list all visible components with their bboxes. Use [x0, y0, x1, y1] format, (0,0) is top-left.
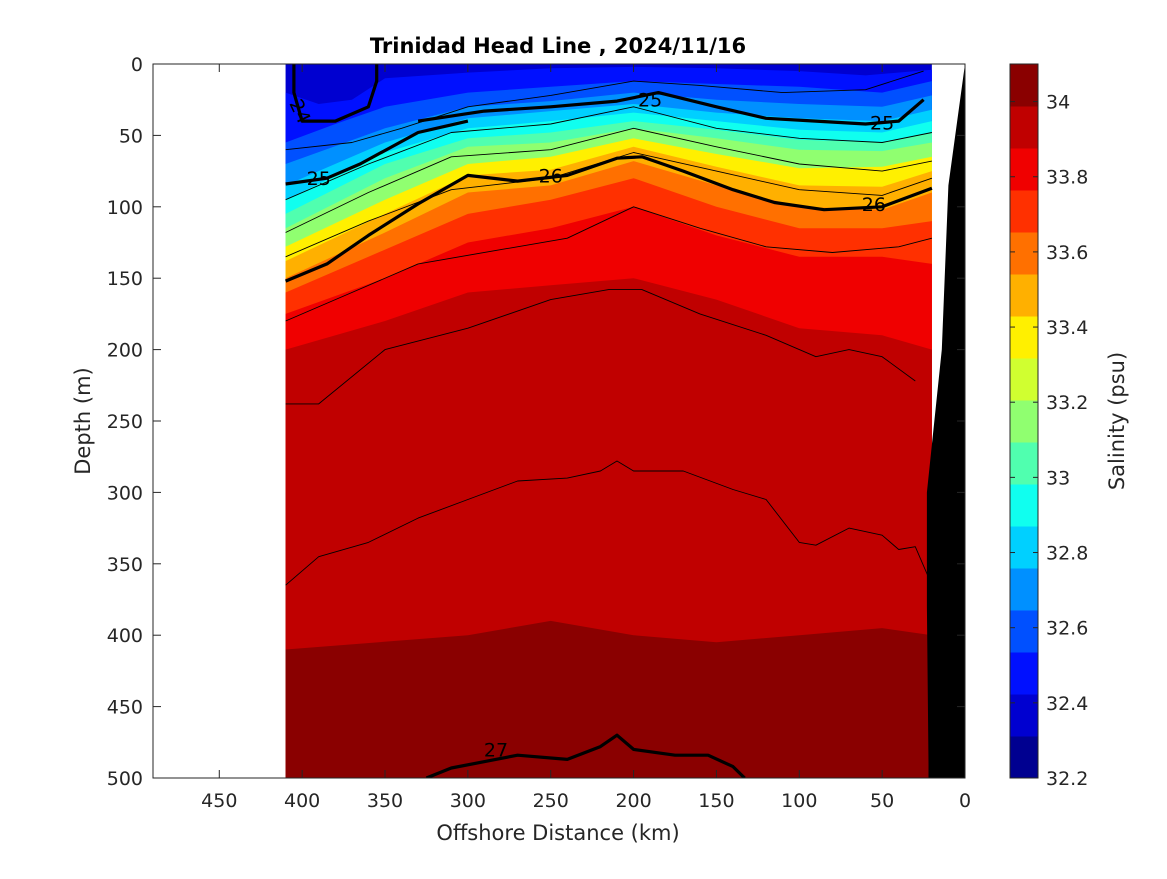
colorbar-swatch — [1010, 400, 1038, 443]
x-tick-label: 350 — [367, 790, 403, 812]
x-tick-label: 50 — [870, 790, 894, 812]
colorbar-tick-label: 34 — [1046, 92, 1070, 114]
density-contour — [285, 70, 924, 151]
density-contour-bold — [292, 64, 379, 123]
colorbar-swatch — [1010, 652, 1038, 695]
colorbar-tick-label: 33.8 — [1046, 167, 1088, 189]
density-contour — [285, 106, 932, 201]
terrain-shape — [923, 64, 965, 778]
x-tick-label: 200 — [615, 790, 651, 812]
seafloor-terrain — [923, 64, 965, 778]
colorbar-tick-label: 33.2 — [1046, 392, 1088, 414]
colorbar-tick-label: 32.8 — [1046, 543, 1088, 565]
x-tick-label: 100 — [781, 790, 817, 812]
density-contour — [285, 206, 933, 322]
x-tick-label: 250 — [533, 790, 569, 812]
colorbar-tick-label: 33.6 — [1046, 242, 1088, 264]
colorbar-swatch — [1010, 484, 1038, 527]
y-tick-label: 500 — [107, 768, 143, 790]
y-tick-label: 300 — [107, 482, 143, 504]
colorbar-swatch — [1010, 316, 1038, 359]
density-contour — [285, 289, 916, 405]
x-axis-ticks: 450 400 350 300 250 200 150 100 50 0 — [201, 64, 971, 812]
y-tick-label: 0 — [131, 54, 143, 76]
contour-label: 25 — [307, 168, 331, 190]
y-tick-label: 250 — [107, 411, 143, 433]
x-tick-label: 300 — [450, 790, 486, 812]
colorbar-swatch — [1010, 64, 1038, 107]
colorbar-tick-label: 33 — [1046, 467, 1070, 489]
x-tick-label: 150 — [698, 790, 734, 812]
colorbar-swatch — [1010, 736, 1038, 779]
colorbar-tick-label: 33.4 — [1046, 317, 1088, 339]
density-contour — [285, 152, 933, 258]
density-contours — [284, 64, 933, 778]
y-axis-ticks: 0 50 100 150 200 250 300 350 400 450 500 — [107, 54, 965, 790]
density-contour-bold — [285, 119, 469, 186]
colorbar-tick-label: 32.4 — [1046, 693, 1088, 715]
density-contour-bold — [417, 91, 925, 126]
colorbar-swatch — [1010, 442, 1038, 485]
contour-label: 26 — [539, 165, 563, 187]
y-axis-label: Depth (m) — [71, 367, 95, 474]
y-tick-label: 400 — [107, 625, 143, 647]
salinity-band — [285, 620, 932, 778]
colorbar-label: Salinity (psu) — [1105, 352, 1129, 490]
chart-title: Trinidad Head Line , 2024/11/16 — [370, 34, 746, 58]
colorbar-swatch — [1010, 190, 1038, 233]
colorbar-swatch — [1010, 106, 1038, 149]
y-tick-label: 200 — [107, 340, 143, 362]
y-tick-label: 150 — [107, 268, 143, 290]
colorbar-swatch — [1010, 232, 1038, 275]
y-tick-label: 350 — [107, 554, 143, 576]
x-axis-label: Offshore Distance (km) — [436, 821, 679, 845]
density-contour — [285, 460, 933, 586]
x-tick-label: 450 — [201, 790, 237, 812]
colorbar-swatch — [1010, 526, 1038, 569]
colorbar-swatch — [1010, 694, 1038, 737]
contour-label: 25 — [870, 113, 894, 135]
x-tick-label: 400 — [284, 790, 320, 812]
contour-label: 27 — [484, 739, 508, 761]
colorbar-swatch — [1010, 358, 1038, 401]
density-contour — [285, 127, 932, 233]
colorbar-tick-label: 32.2 — [1046, 768, 1088, 790]
salinity-field — [285, 64, 932, 778]
colorbar-swatch — [1010, 274, 1038, 317]
y-tick-label: 100 — [107, 197, 143, 219]
colorbar-swatch — [1010, 148, 1038, 191]
contour-label: 25 — [638, 90, 662, 112]
colorbar-frame — [1009, 63, 1039, 779]
colorbar-swatch — [1010, 568, 1038, 611]
density-contour-bold — [284, 155, 933, 283]
colorbar: 32.2 32.4 32.6 32.8 33 33.2 33.4 33.6 33.8 34 — [1009, 63, 1088, 790]
colorbar-tick-label: 32.6 — [1046, 618, 1088, 640]
x-tick-label: 0 — [959, 790, 971, 812]
y-tick-label: 450 — [107, 697, 143, 719]
y-tick-label: 50 — [119, 125, 143, 147]
density-contour-bold — [425, 733, 746, 778]
colorbar-swatch — [1010, 610, 1038, 653]
contour-label: 26 — [862, 194, 886, 216]
